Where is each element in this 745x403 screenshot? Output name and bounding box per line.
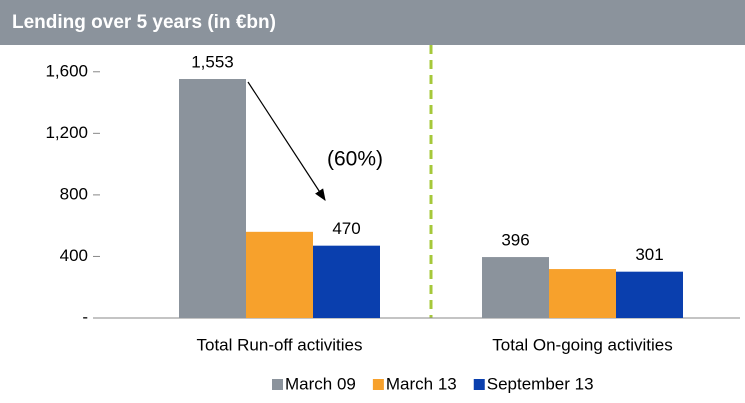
annotation: (60%) bbox=[327, 148, 383, 171]
y-tick-label: 1,600 bbox=[45, 61, 88, 80]
data-label: 470 bbox=[332, 219, 360, 238]
data-label: 1,553 bbox=[191, 52, 234, 71]
arrow bbox=[247, 81, 326, 202]
legend-swatch bbox=[372, 379, 384, 390]
legend-label: September 13 bbox=[487, 374, 594, 393]
y-tick-label: - bbox=[82, 307, 88, 326]
x-tick-label: Total On-going activities bbox=[492, 335, 672, 354]
y-tick-label: 400 bbox=[60, 246, 88, 265]
y-tick-label: 1,200 bbox=[45, 123, 88, 142]
legend-swatch bbox=[272, 379, 283, 390]
legend-label: March 09 bbox=[285, 374, 356, 393]
legend-label: March 13 bbox=[386, 374, 457, 393]
bar bbox=[246, 231, 313, 318]
bar bbox=[549, 269, 616, 318]
bar bbox=[179, 79, 246, 318]
bar bbox=[616, 271, 683, 318]
data-label: 396 bbox=[501, 231, 529, 250]
x-tick-label: Total Run-off activities bbox=[197, 335, 363, 354]
chart-title: Lending over 5 years (in €bn) bbox=[12, 12, 276, 33]
bar bbox=[313, 245, 380, 318]
y-tick-label: 800 bbox=[60, 184, 88, 203]
legend-swatch bbox=[473, 379, 485, 390]
bar bbox=[482, 257, 549, 318]
title-banner bbox=[0, 0, 745, 45]
data-label: 301 bbox=[635, 245, 663, 264]
